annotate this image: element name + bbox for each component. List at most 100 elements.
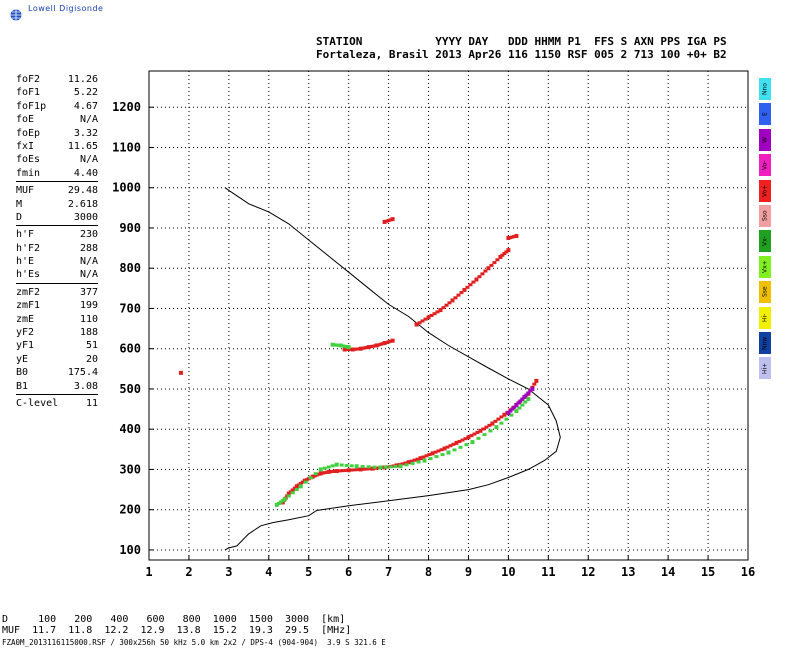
echo-point-fill xyxy=(456,293,461,297)
param-value: 11 xyxy=(85,397,98,409)
echo-point-fill xyxy=(361,467,366,471)
echo-point-fill xyxy=(349,464,354,468)
echo-point-fill xyxy=(502,252,507,256)
echo-point-fill xyxy=(493,419,498,423)
param-value: 188 xyxy=(79,327,98,339)
param-row-ye: yE 20 xyxy=(16,353,98,366)
echo-point xyxy=(506,411,511,416)
echo-point xyxy=(530,386,535,391)
echo-point-fill xyxy=(339,463,344,467)
x-tick-label: 10 xyxy=(501,565,515,579)
echo-point xyxy=(522,395,527,399)
echo-point-fill xyxy=(372,344,377,348)
param-name: B1 xyxy=(16,380,29,392)
param-row-d: D 3000 xyxy=(16,211,98,224)
y-tick-label: 1000 xyxy=(112,181,141,195)
param-row-foes: foEs N/A xyxy=(16,153,98,166)
param-value: 2.618 xyxy=(67,198,98,210)
echo-point-fill xyxy=(403,461,408,465)
param-divider xyxy=(16,393,98,395)
y-tick-label: 700 xyxy=(119,301,141,315)
x-tick-label: 9 xyxy=(465,565,472,579)
echo-point-fill xyxy=(432,312,437,316)
echo-point-fill xyxy=(433,450,438,454)
echo-point-fill xyxy=(499,415,504,419)
param-name: zmF1 xyxy=(16,300,41,312)
param-row-fxi: fxI 11.65 xyxy=(16,140,98,153)
echo-point-fill xyxy=(512,235,517,239)
echo-point-fill xyxy=(468,283,473,287)
echo-point-fill xyxy=(340,469,345,473)
distance-row: D 100 200 400 600 800 1000 1500 3000 [km… xyxy=(2,614,346,625)
echo-point-fill xyxy=(355,468,360,472)
param-row-zmf2: zmF2 377 xyxy=(16,286,98,299)
echo-point xyxy=(414,322,419,327)
echo-point-fill xyxy=(436,449,441,453)
x-tick-label: 4 xyxy=(265,565,272,579)
echo-point xyxy=(466,435,471,440)
echo-point xyxy=(358,467,363,472)
legend-item-hiplus: Hi+ xyxy=(759,357,771,380)
echo-point-fill xyxy=(528,389,533,393)
y-tick-label: 900 xyxy=(119,221,141,235)
echo-point-fill xyxy=(508,409,513,413)
echo-point xyxy=(494,425,499,430)
echo-point xyxy=(514,409,519,414)
param-value: N/A xyxy=(79,256,98,268)
x-tick-label: 6 xyxy=(345,565,352,579)
echo-point xyxy=(502,412,507,417)
echo-point-fill xyxy=(326,465,331,469)
echo-point-fill xyxy=(532,382,537,386)
param-name: C-level xyxy=(16,397,59,409)
echo-point-fill xyxy=(465,285,470,289)
logo-text: Lowell Digisonde xyxy=(28,4,104,13)
legend-item-sso: Sso xyxy=(759,204,771,227)
echo-point-fill xyxy=(427,453,432,457)
echo-point xyxy=(470,440,475,445)
header-line-1: STATION YYYY DAY DDD HHMM P1 FFS S AXN P… xyxy=(316,35,727,48)
legend-item-himinus: Hi- xyxy=(759,306,771,329)
y-tick-label: 500 xyxy=(119,382,141,396)
param-name: h'F2 xyxy=(16,242,41,254)
echo-point-fill xyxy=(332,469,337,473)
param-name: MUF xyxy=(16,185,35,197)
param-row-b0: B0 175.4 xyxy=(16,366,98,379)
echo-point xyxy=(298,484,303,489)
echo-point-fill xyxy=(469,434,474,438)
param-row-yf2: yF2 188 xyxy=(16,326,98,339)
station-header: STATION YYYY DAY DDD HHMM P1 FFS S AXN P… xyxy=(316,35,727,61)
echo-point-fill xyxy=(471,280,476,284)
echo-point-fill xyxy=(404,463,409,467)
param-value: 199 xyxy=(79,300,98,312)
echo-point-fill xyxy=(415,457,420,461)
param-name: yE xyxy=(16,353,29,365)
echo-point-fill xyxy=(504,250,509,254)
param-value: 3.08 xyxy=(73,380,98,392)
x-tick-label: 15 xyxy=(701,565,715,579)
y-tick-label: 200 xyxy=(119,503,141,517)
echo-point xyxy=(534,378,539,383)
echo-point-fill xyxy=(520,403,525,407)
globe-icon xyxy=(10,9,22,21)
x-tick-label: 5 xyxy=(305,565,312,579)
echo-point-fill xyxy=(460,438,465,442)
echo-point-fill xyxy=(344,345,349,349)
echo-point-fill xyxy=(500,253,505,257)
echo-point-fill xyxy=(482,433,487,437)
param-value: 3000 xyxy=(73,211,98,223)
echo-point-fill xyxy=(280,499,285,503)
echo-point xyxy=(426,315,431,320)
x-tick-label: 11 xyxy=(541,565,555,579)
param-value: 110 xyxy=(79,313,98,325)
echo-point-fill xyxy=(360,465,365,469)
echo-point-fill xyxy=(303,480,308,484)
echo-point-fill xyxy=(344,463,349,467)
param-name: foF1 xyxy=(16,87,41,99)
x-tick-label: 2 xyxy=(185,565,192,579)
echo-point-fill xyxy=(459,291,464,295)
echo-point xyxy=(474,277,479,282)
echo-point-fill xyxy=(409,459,414,463)
echo-point-fill xyxy=(439,448,444,452)
param-value: 3.32 xyxy=(73,127,98,139)
echo-point xyxy=(378,465,383,470)
